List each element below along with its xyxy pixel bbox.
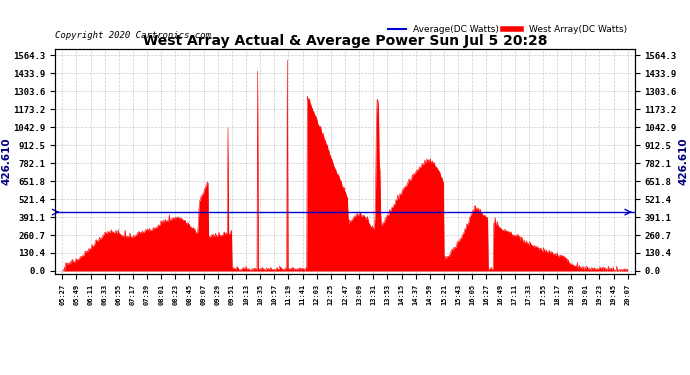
Y-axis label: 426.610: 426.610 bbox=[2, 138, 12, 185]
Text: Copyright 2020 Cartronics.com: Copyright 2020 Cartronics.com bbox=[55, 31, 211, 40]
Legend: Average(DC Watts), West Array(DC Watts): Average(DC Watts), West Array(DC Watts) bbox=[384, 22, 630, 38]
Y-axis label: 426.610: 426.610 bbox=[678, 138, 688, 185]
Title: West Array Actual & Average Power Sun Jul 5 20:28: West Array Actual & Average Power Sun Ju… bbox=[143, 34, 547, 48]
